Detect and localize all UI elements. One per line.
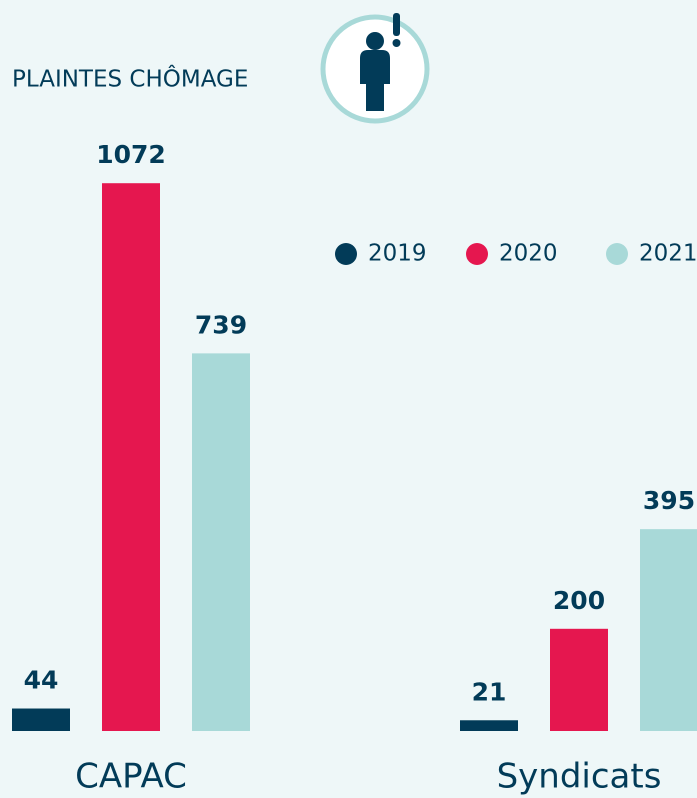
icon (320, 13, 430, 124)
x-tick-label: Syndicats (497, 757, 662, 797)
legend-label: 2021 (639, 241, 697, 267)
bar (12, 708, 70, 731)
bar (192, 353, 250, 731)
bar (550, 628, 608, 731)
legend-swatch (466, 243, 488, 265)
chart-title: PLAINTES CHÔMAGE (12, 65, 248, 93)
bar (640, 529, 697, 731)
legend-label: 2019 (368, 241, 427, 267)
value-label: 21 (472, 677, 507, 706)
legend-swatch (335, 243, 357, 265)
legend-label: 2020 (499, 241, 558, 267)
bar (102, 183, 160, 731)
value-label: 1072 (96, 140, 166, 169)
value-label: 739 (195, 310, 247, 339)
value-label: 395 (643, 486, 695, 515)
legend-swatch (606, 243, 628, 265)
x-tick-label: CAPAC (75, 757, 187, 797)
bar (460, 720, 518, 731)
value-label: 200 (553, 586, 605, 615)
value-label: 44 (24, 666, 59, 695)
